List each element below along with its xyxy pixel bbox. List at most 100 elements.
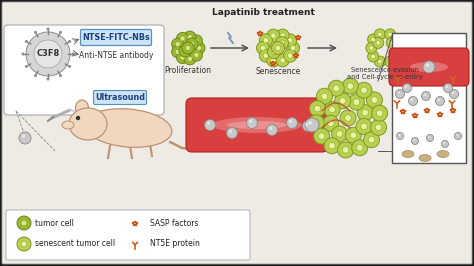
Text: SASP factors: SASP factors [150,218,199,227]
Circle shape [345,115,351,121]
Circle shape [414,113,416,115]
Circle shape [456,134,458,136]
Circle shape [388,59,392,64]
Circle shape [134,221,137,223]
Circle shape [305,123,308,126]
Circle shape [175,42,180,47]
Ellipse shape [75,100,89,116]
Circle shape [352,140,368,156]
FancyBboxPatch shape [389,48,469,86]
Circle shape [296,56,298,58]
Circle shape [21,52,25,56]
Circle shape [172,46,183,58]
Ellipse shape [227,121,287,129]
Circle shape [197,45,201,51]
Circle shape [347,83,354,89]
Ellipse shape [437,151,449,157]
Circle shape [371,54,375,59]
Circle shape [34,31,37,34]
Circle shape [175,49,180,54]
Circle shape [395,54,399,59]
Circle shape [374,56,385,67]
Circle shape [26,32,70,76]
Circle shape [34,74,37,77]
Circle shape [342,78,358,94]
Circle shape [270,62,272,64]
Text: NT5E protein: NT5E protein [150,239,200,247]
Circle shape [339,98,346,104]
Circle shape [424,109,426,111]
Circle shape [273,64,275,66]
Circle shape [368,136,374,143]
Circle shape [371,97,378,103]
Circle shape [401,112,403,114]
Circle shape [182,42,194,54]
Circle shape [424,93,426,96]
Circle shape [267,29,280,42]
Ellipse shape [84,109,172,147]
Circle shape [371,119,387,135]
Circle shape [272,49,277,55]
Circle shape [227,127,237,139]
Circle shape [187,56,192,61]
FancyBboxPatch shape [392,33,466,163]
Circle shape [296,38,298,40]
Circle shape [324,102,340,118]
Circle shape [261,32,263,34]
Circle shape [256,41,270,55]
Circle shape [259,49,273,62]
Circle shape [19,132,31,144]
Circle shape [184,53,196,65]
Circle shape [361,87,367,93]
Circle shape [356,144,363,151]
Circle shape [392,34,402,45]
Circle shape [376,41,381,45]
Circle shape [328,120,334,127]
Ellipse shape [402,151,414,157]
Circle shape [438,98,440,101]
Circle shape [402,84,411,93]
Circle shape [269,127,272,130]
Circle shape [295,36,297,38]
Circle shape [313,120,319,126]
Circle shape [376,110,383,117]
Circle shape [286,41,300,55]
Circle shape [299,36,301,38]
Circle shape [441,140,448,148]
Circle shape [413,139,415,141]
Circle shape [193,42,205,54]
Circle shape [272,61,274,63]
Circle shape [400,110,402,112]
Circle shape [180,36,185,41]
Text: Lapatinib treatment: Lapatinib treatment [211,8,314,17]
Circle shape [317,88,332,104]
Circle shape [172,38,183,50]
Circle shape [271,58,276,63]
Circle shape [392,51,402,62]
Circle shape [46,77,49,81]
Circle shape [17,237,31,251]
Text: C3F8: C3F8 [36,49,60,59]
Circle shape [186,38,198,50]
Circle shape [364,132,380,148]
Circle shape [333,85,339,92]
Circle shape [348,94,365,110]
Circle shape [246,118,257,128]
Circle shape [280,58,285,63]
Circle shape [176,52,189,64]
Circle shape [416,114,418,116]
FancyBboxPatch shape [6,210,250,260]
Circle shape [410,98,413,101]
Circle shape [403,112,405,114]
Circle shape [135,224,137,226]
Circle shape [373,38,383,48]
Circle shape [366,92,383,108]
Circle shape [266,124,277,135]
Circle shape [68,40,71,43]
Circle shape [398,134,400,136]
Circle shape [305,118,319,132]
FancyBboxPatch shape [2,2,472,264]
Circle shape [455,132,462,139]
Circle shape [371,37,375,42]
Circle shape [426,108,428,110]
